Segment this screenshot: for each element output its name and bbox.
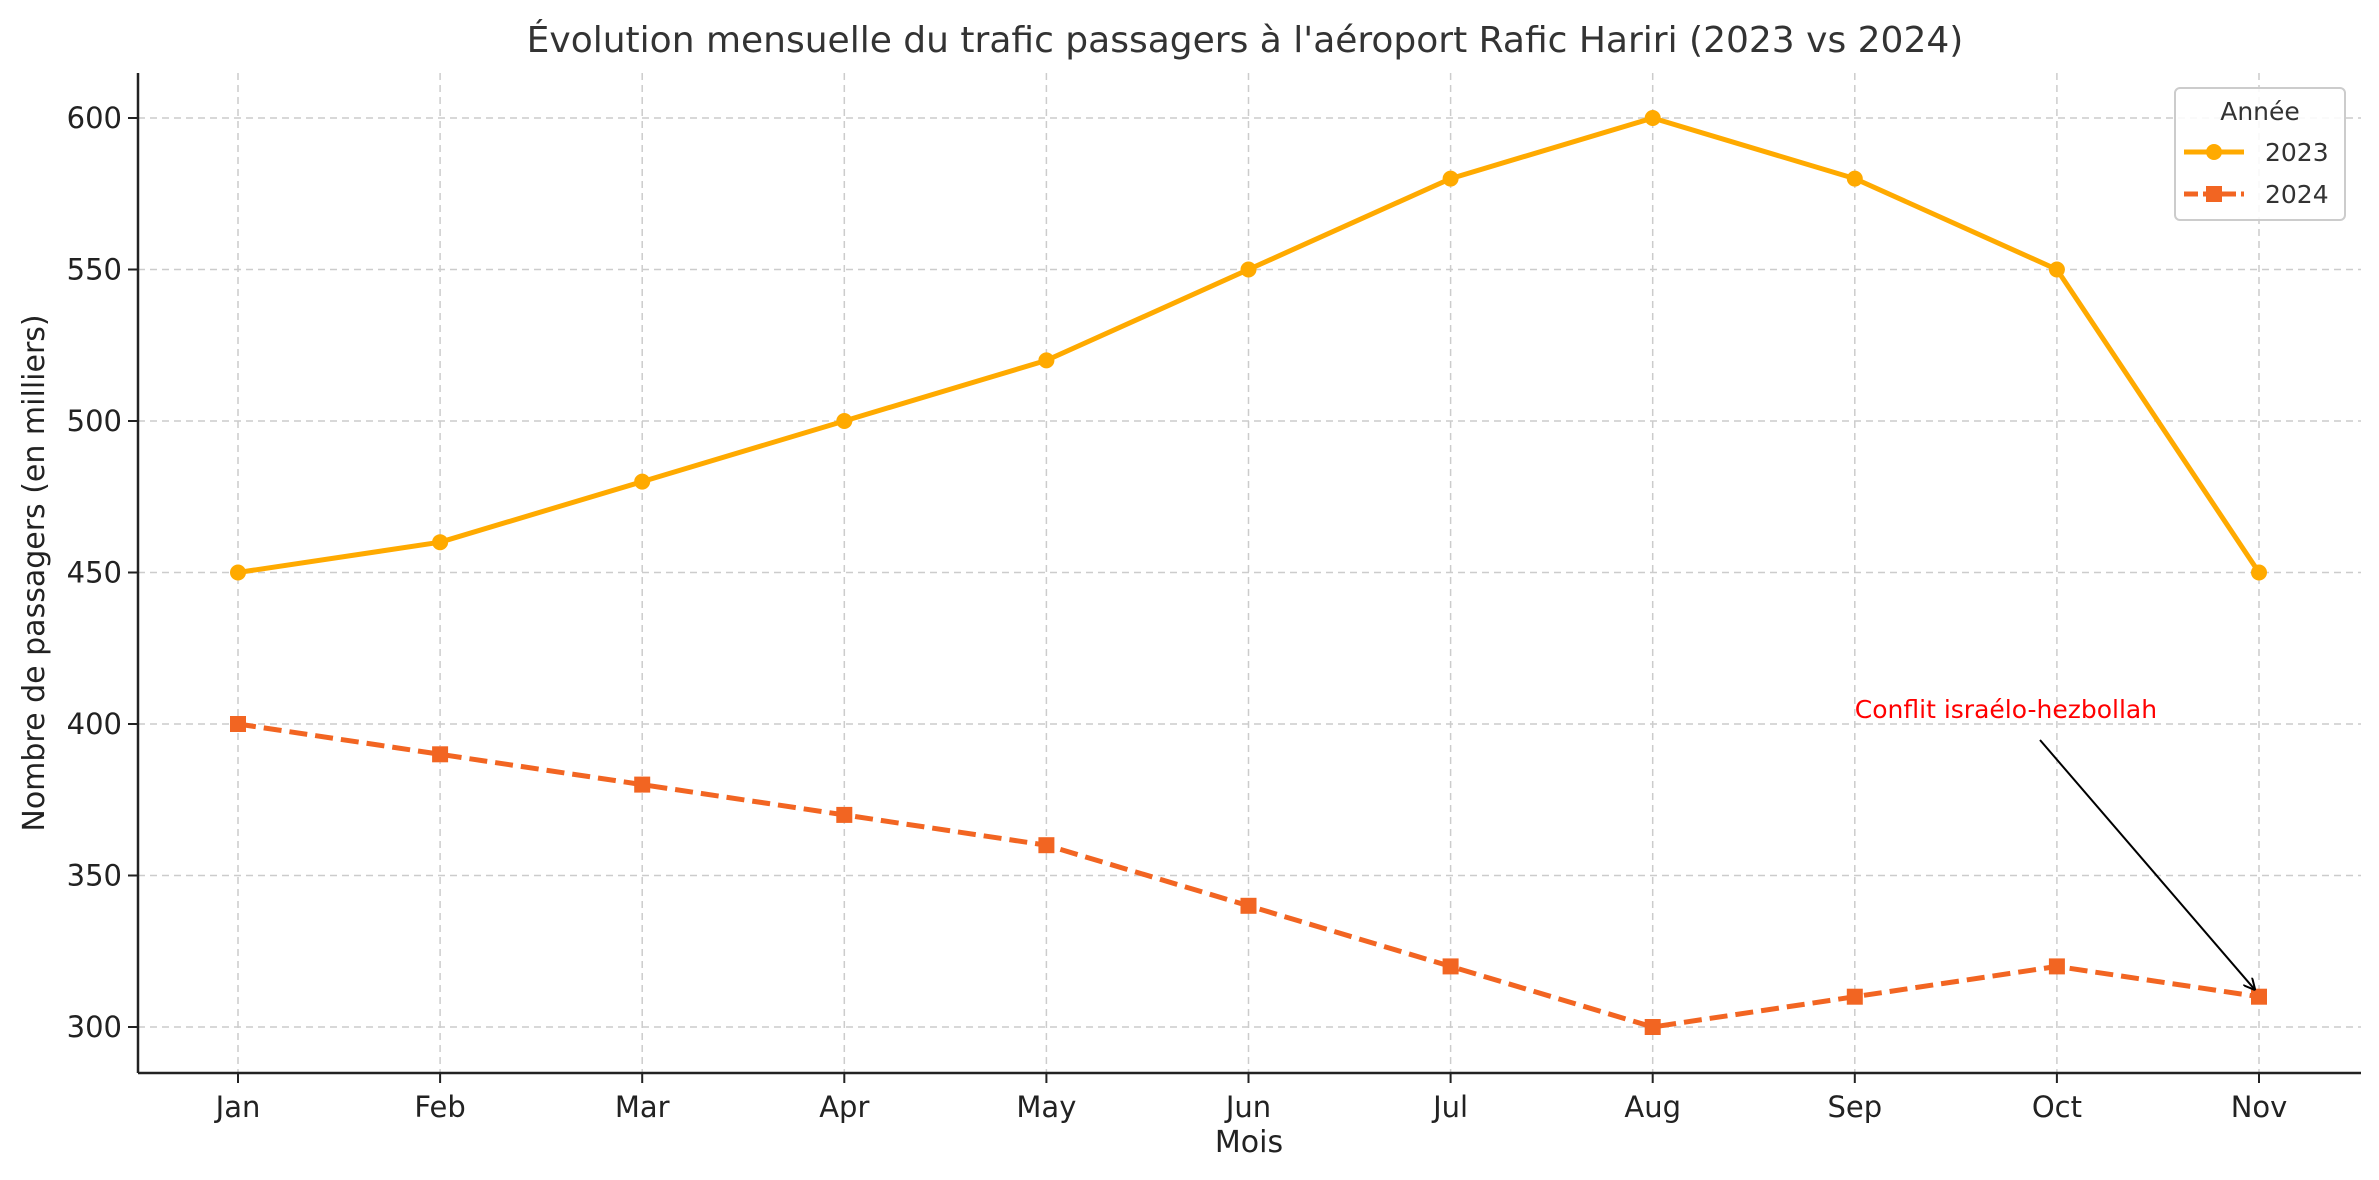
x-tick-label: Oct xyxy=(2032,1090,2082,1124)
data-point xyxy=(1038,352,1055,369)
data-point xyxy=(1846,988,1863,1005)
data-point xyxy=(230,564,246,581)
x-tick-label: Jun xyxy=(1224,1090,1271,1124)
legend-label: 2023 xyxy=(2265,138,2329,167)
data-point xyxy=(634,776,651,793)
data-point xyxy=(1240,897,1257,914)
x-tick-label: Aug xyxy=(1624,1090,1681,1124)
y-tick-label: 400 xyxy=(67,707,122,741)
series-2024 xyxy=(230,716,2267,1035)
y-tick-label: 300 xyxy=(67,1010,122,1044)
annotation: Conflit israélo-hezbollah xyxy=(1855,695,2254,989)
y-tick-label: 550 xyxy=(67,253,122,287)
x-axis-label: Mois xyxy=(1215,1125,1283,1160)
legend: Année 2023 2024 xyxy=(2174,87,2346,221)
x-tick-label: May xyxy=(1016,1090,1076,1124)
x-tick-label: Jul xyxy=(1431,1090,1468,1124)
axes: Jan Feb Mar Apr May Jun Jul Aug Sep Oct Nov 300 350 4… xyxy=(67,73,2361,1124)
data-point xyxy=(2048,958,2065,975)
data-point xyxy=(1442,958,1459,975)
grid xyxy=(138,73,2361,1073)
x-tick-label: Mar xyxy=(615,1090,670,1124)
annotation-text: Conflit israélo-hezbollah xyxy=(1855,695,2157,724)
y-axis-label: Nombre de passagers (en milliers) xyxy=(17,314,52,831)
data-point xyxy=(1644,110,1661,126)
chart-title: Évolution mensuelle du trafic passagers … xyxy=(527,19,1964,61)
x-tick-label: Apr xyxy=(819,1090,869,1124)
legend-marker xyxy=(2206,144,2222,160)
data-point xyxy=(2251,988,2267,1005)
annotation-arrow xyxy=(2039,739,2254,989)
y-tick-label: 500 xyxy=(67,404,122,438)
data-point xyxy=(432,534,449,551)
legend-label: 2024 xyxy=(2265,180,2329,209)
legend-title: Année xyxy=(2220,97,2300,126)
data-point xyxy=(634,473,651,490)
data-point xyxy=(1038,837,1055,854)
data-point xyxy=(1240,261,1257,278)
legend-marker xyxy=(2206,186,2222,202)
y-tick-label: 450 xyxy=(67,556,122,590)
x-tick-label: Feb xyxy=(414,1090,465,1124)
data-point xyxy=(2048,261,2065,278)
data-point xyxy=(1644,1019,1661,1035)
series-2023 xyxy=(230,110,2267,581)
x-tick-label: Sep xyxy=(1827,1090,1882,1124)
data-point xyxy=(230,716,246,732)
data-point xyxy=(836,413,853,429)
data-point xyxy=(836,806,853,823)
data-point xyxy=(1442,170,1459,187)
data-point xyxy=(432,746,449,763)
x-tick-label: Jan xyxy=(214,1090,261,1124)
y-tick-label: 600 xyxy=(67,101,122,135)
data-point xyxy=(2251,564,2267,581)
series-group xyxy=(230,110,2267,1035)
data-point xyxy=(1846,170,1863,187)
y-tick-label: 350 xyxy=(67,859,122,893)
x-tick-label: Nov xyxy=(2231,1090,2288,1124)
